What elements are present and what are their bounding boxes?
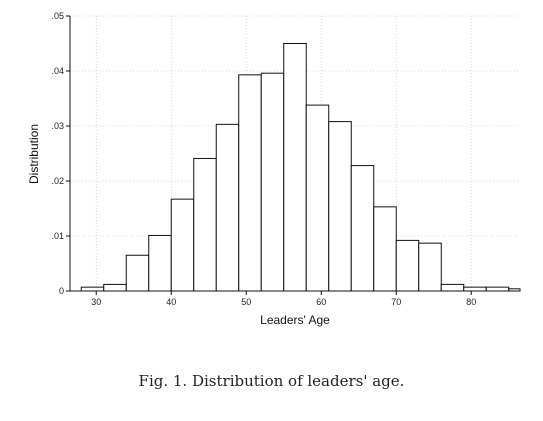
histogram-bar — [350, 165, 375, 292]
gridlines — [70, 15, 520, 291]
histogram-bars — [80, 43, 521, 292]
histogram-bar — [215, 123, 240, 292]
x-tick-label: 40 — [166, 297, 176, 307]
tick-labels: 0 .01 .02 .03 .04 .05 30 40 50 60 70 80 — [51, 11, 476, 307]
y-tick-label: .03 — [51, 121, 64, 131]
y-tick-label: .05 — [51, 11, 64, 21]
histogram-bar — [485, 286, 510, 292]
x-tick-label: 50 — [241, 297, 251, 307]
histogram-bar — [193, 157, 217, 292]
y-axis-title: Distribution — [27, 124, 41, 184]
axes — [66, 15, 520, 295]
histogram-bar — [305, 104, 330, 292]
histogram-bar — [103, 283, 127, 292]
histogram-bar — [328, 121, 352, 292]
histogram-bar — [283, 43, 307, 292]
histogram-bar — [373, 206, 397, 292]
histogram-bar — [125, 254, 150, 292]
histogram-bar — [395, 239, 420, 292]
x-axis-title: Leaders' Age — [260, 313, 330, 327]
x-tick-label: 60 — [316, 297, 326, 307]
histogram-bar — [148, 234, 172, 292]
histogram-bar — [260, 72, 285, 292]
figure-caption: Fig. 1. Distribution of leaders' age. — [138, 372, 405, 390]
histogram-bar — [80, 286, 105, 292]
histogram-bar — [440, 283, 465, 292]
histogram-bar — [170, 198, 195, 292]
y-tick-label: .02 — [51, 176, 64, 186]
histogram-bar — [238, 74, 262, 292]
x-tick-label: 80 — [466, 297, 476, 307]
histogram-bar — [463, 286, 487, 292]
histogram-chart: 0 .01 .02 .03 .04 .05 30 40 50 60 70 80 Leaders' Ag… — [27, 11, 521, 327]
y-tick-label: 0 — [59, 286, 64, 296]
x-tick-label: 30 — [91, 297, 101, 307]
y-tick-label: .04 — [51, 66, 64, 76]
x-tick-label: 70 — [391, 297, 401, 307]
y-tick-label: .01 — [51, 231, 64, 241]
histogram-bar — [418, 242, 442, 292]
